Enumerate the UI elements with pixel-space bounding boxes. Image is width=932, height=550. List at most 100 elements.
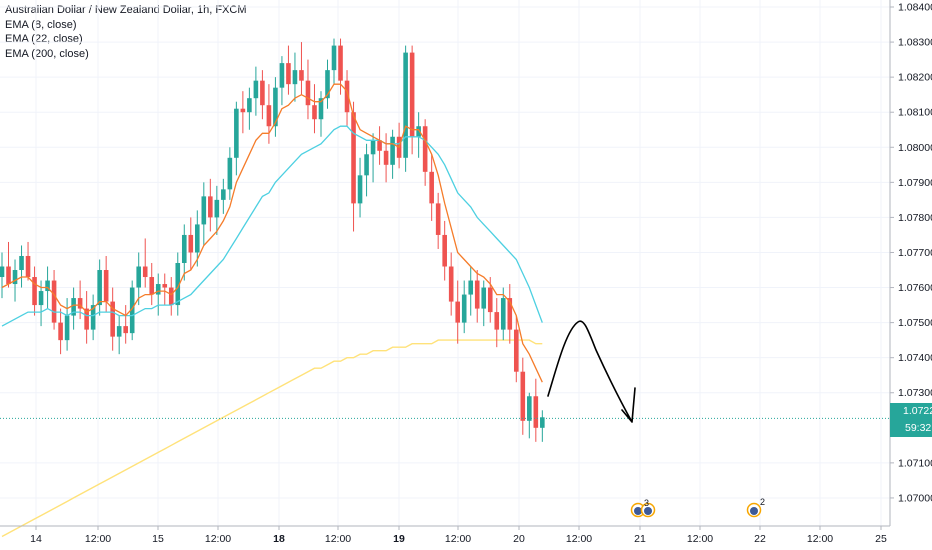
candle-body-23[interactable] (149, 277, 155, 295)
candle-body-62[interactable] (403, 52, 408, 158)
candle-body-27[interactable] (175, 263, 181, 306)
candle-body-74[interactable] (481, 287, 487, 309)
candle-body-70[interactable] (455, 301, 460, 323)
candle-body-26[interactable] (168, 287, 174, 306)
candle-body-31[interactable] (201, 196, 207, 225)
y-tick-label-7: 1.07700 (898, 247, 932, 259)
ema8-line-group (1, 83, 543, 383)
y-tick-label-6: 1.07800 (898, 212, 932, 224)
candle-body-75[interactable] (487, 287, 493, 313)
candle-body-68[interactable] (442, 234, 447, 267)
candle-body-22[interactable] (142, 266, 148, 278)
candle-body-21[interactable] (136, 266, 142, 288)
candle-body-10[interactable] (64, 315, 70, 341)
candle-body-80[interactable] (520, 371, 526, 421)
candle-body-58[interactable] (377, 140, 382, 151)
candle-body-67[interactable] (435, 203, 441, 235)
candle-body-35[interactable] (227, 157, 233, 190)
candle-body-7[interactable] (45, 280, 50, 292)
candle-body-2[interactable] (12, 270, 18, 285)
candle-body-78[interactable] (507, 298, 513, 330)
candle-body-15[interactable] (97, 270, 102, 306)
candle-body-66[interactable] (429, 171, 434, 204)
candle-body-16[interactable] (103, 270, 109, 302)
candle-body-13[interactable] (84, 308, 89, 330)
candle-body-17[interactable] (110, 301, 115, 337)
x-axis[interactable]: 14 12:00 15 12:00 18 12:00 19 12:00 20 12:00 21 12:… (30, 526, 887, 545)
candle-body-64[interactable] (416, 126, 421, 137)
candle-body-46[interactable] (299, 70, 304, 81)
candle-body-30[interactable] (195, 224, 200, 253)
candle-body-69[interactable] (448, 266, 454, 302)
candle-body-48[interactable] (312, 105, 317, 120)
candle-body-55[interactable] (357, 175, 363, 204)
y-axis[interactable]: 1.08400 1.08300 1.08200 1.08100 1.08000 1.079… (890, 2, 932, 505)
candle-body-36[interactable] (234, 108, 239, 158)
candle-body-45[interactable] (292, 70, 298, 85)
candle-body-72[interactable] (468, 280, 474, 295)
event-marker-22[interactable]: 2 (746, 497, 766, 518)
candle-body-32[interactable] (208, 196, 213, 218)
ema22-line[interactable] (1, 125, 543, 327)
grid-lines (0, 0, 890, 526)
candle-body-76[interactable] (494, 312, 500, 330)
candle-body-5[interactable] (32, 277, 37, 306)
legend-ema8[interactable]: EMA (8, close) (5, 18, 77, 31)
candle-body-56[interactable] (364, 154, 369, 176)
candle-body-4[interactable] (25, 255, 31, 278)
candle-body-34[interactable] (221, 189, 226, 200)
candle-body-41[interactable] (266, 105, 272, 127)
candle-body-39[interactable] (253, 80, 259, 99)
x-tick-label-4: 18 (273, 533, 285, 545)
candle-body-6[interactable] (38, 291, 44, 306)
candle-body-37[interactable] (240, 108, 246, 113)
candle-body-54[interactable] (351, 112, 356, 204)
event-marker-21[interactable]: 3 (630, 498, 656, 518)
candle-body-77[interactable] (500, 298, 506, 330)
candle-body-9[interactable] (58, 322, 63, 341)
candle-body-28[interactable] (181, 234, 187, 263)
candle-body-20[interactable] (129, 287, 135, 334)
candle-body-33[interactable] (214, 199, 220, 218)
candle-body-29[interactable] (188, 234, 194, 253)
candle-body-83[interactable] (540, 417, 545, 428)
candle-body-43[interactable] (279, 63, 285, 88)
ema200-line[interactable] (1, 339, 543, 538)
candle-body-0[interactable] (0, 266, 5, 278)
candle-body-82[interactable] (533, 396, 539, 428)
candle-body-73[interactable] (474, 280, 480, 309)
legend-ema200[interactable]: EMA (200, close) (5, 47, 89, 60)
candle-body-71[interactable] (461, 294, 467, 323)
candle-body-40[interactable] (260, 80, 265, 106)
candle-body-53[interactable] (344, 80, 350, 113)
candle-body-24[interactable] (155, 284, 161, 295)
candle-body-63[interactable] (409, 52, 415, 137)
candle-body-65[interactable] (422, 126, 428, 172)
candle-body-14[interactable] (90, 305, 96, 330)
candle-body-57[interactable] (370, 140, 376, 155)
candle-body-50[interactable] (325, 70, 330, 99)
candle-body-38[interactable] (247, 98, 252, 113)
ema8-line[interactable] (1, 83, 543, 383)
candle-body-11[interactable] (71, 298, 76, 316)
candle-body-12[interactable] (77, 298, 83, 309)
candle-body-60[interactable] (390, 136, 395, 165)
candle-body-25[interactable] (162, 284, 168, 288)
hand-drawn-arrow[interactable] (547, 320, 636, 423)
candle-body-18[interactable] (116, 326, 122, 337)
candle-body-59[interactable] (383, 150, 389, 165)
candle-body-51[interactable] (331, 45, 337, 71)
candle-body-52[interactable] (338, 45, 343, 81)
candle-body-47[interactable] (305, 80, 311, 106)
candle-body-49[interactable] (318, 98, 324, 120)
candle-body-1[interactable] (6, 266, 11, 285)
candle-body-81[interactable] (527, 396, 532, 421)
candle-body-42[interactable] (273, 87, 278, 127)
candle-body-19[interactable] (123, 326, 128, 334)
candle-body-44[interactable] (286, 63, 291, 85)
candle-body-8[interactable] (51, 280, 57, 323)
candle-body-3[interactable] (19, 255, 24, 271)
candle-body-79[interactable] (513, 329, 519, 372)
